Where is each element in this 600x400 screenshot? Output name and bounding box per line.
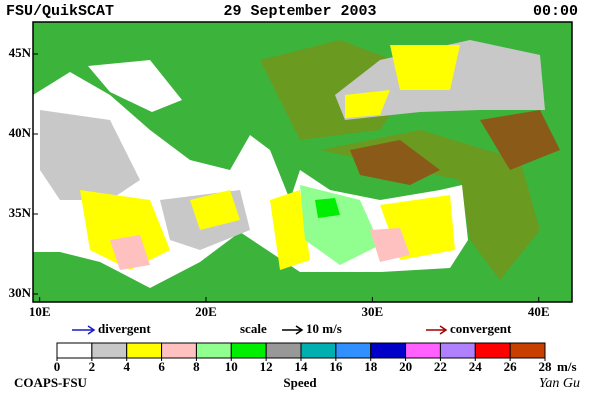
x-tick-label: 30E xyxy=(362,304,384,319)
colorbar-box xyxy=(335,342,372,359)
colorbar-tick-label: 20 xyxy=(399,359,412,374)
convergent-arrowhead xyxy=(439,325,448,335)
x-tick-label: 10E xyxy=(29,304,51,319)
map xyxy=(32,21,573,303)
colorbar-tick-label: 26 xyxy=(504,359,518,374)
colorbar-tick-label: 14 xyxy=(295,359,309,374)
colorbar-box xyxy=(265,342,302,359)
map-frame xyxy=(32,21,573,303)
colorbar-tick-label: 10 xyxy=(225,359,238,374)
colorbar-box xyxy=(370,342,407,359)
y-tick-label: 30N xyxy=(9,285,32,300)
y-tick-label: 45N xyxy=(9,45,32,60)
colorbar-tick-label: 18 xyxy=(364,359,378,374)
colorbar-tick-label: 2 xyxy=(89,359,96,374)
legend: divergent scale 10 m/s convergent xyxy=(72,321,512,336)
sea-speed-4-6 xyxy=(80,45,460,270)
time: 00:00 xyxy=(533,3,578,20)
source: FSU/QuikSCAT xyxy=(6,3,114,20)
colorbar-box xyxy=(509,342,546,359)
sea-speed-10-12 xyxy=(315,198,340,218)
colorbar-tick-label: 12 xyxy=(260,359,273,374)
colorbar-tick-label: 28 xyxy=(539,359,553,374)
colorbar-box xyxy=(405,342,441,359)
divergent-arrowhead xyxy=(87,325,96,335)
colorbar-unit: m/s xyxy=(557,359,577,374)
author: Yan Gu xyxy=(539,376,580,391)
adriatic-sea xyxy=(88,60,182,112)
colorbar-box xyxy=(474,342,511,359)
y-tick-label: 40N xyxy=(9,125,32,140)
colorbar-box xyxy=(300,342,337,359)
scale-arrowhead xyxy=(295,325,304,335)
colorbar-tick-label: 4 xyxy=(123,359,130,374)
colorbar-box xyxy=(161,342,197,359)
x-tick-label: 40E xyxy=(528,304,550,319)
colorbar-box xyxy=(230,342,267,359)
colorbar-box xyxy=(439,342,476,359)
colorbar-tick-label: 0 xyxy=(54,359,61,374)
colorbar-label: Speed xyxy=(283,375,317,390)
colorbar-box xyxy=(126,342,163,359)
scale-value: 10 m/s xyxy=(306,321,342,336)
colorbar-tick-label: 16 xyxy=(329,359,343,374)
colorbar-box xyxy=(195,342,232,359)
credit: COAPS-FSU xyxy=(14,375,88,390)
sea-speed-6-8 xyxy=(110,228,410,270)
colorbar-tick-label: 8 xyxy=(193,359,200,374)
colorbar-tick-label: 22 xyxy=(434,359,447,374)
divergent-label: divergent xyxy=(98,321,151,336)
x-tick-label: 20E xyxy=(195,304,217,319)
colorbar-box xyxy=(91,342,128,359)
scale-label: scale xyxy=(240,321,267,336)
mountains xyxy=(350,110,560,185)
y-tick-label: 35N xyxy=(9,205,32,220)
date: 29 September 2003 xyxy=(223,3,376,20)
colorbar-tick-label: 6 xyxy=(158,359,165,374)
colorbar-tick-label: 24 xyxy=(469,359,483,374)
convergent-label: convergent xyxy=(450,321,512,336)
colorbar-box xyxy=(56,342,93,359)
